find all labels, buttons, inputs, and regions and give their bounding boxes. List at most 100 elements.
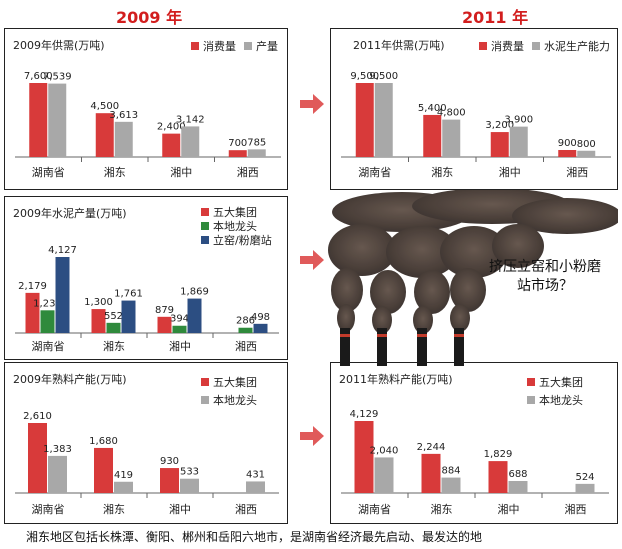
bar (121, 300, 136, 333)
x-tick-label: 湘东 (103, 502, 125, 516)
bar (247, 149, 266, 157)
legend-label: 五大集团 (539, 376, 583, 389)
bar (246, 481, 265, 493)
data-label: 900 (558, 138, 577, 149)
data-label: 1,232 (33, 298, 62, 309)
x-tick-label: 湘中 (498, 502, 520, 516)
chart-title: 2009年熟料产能(万吨) (13, 373, 127, 386)
bar (421, 453, 441, 493)
chart-2011-supply-demand: 2011年供需(万吨) 消费量 水泥生产能力 湖南省 9,500 9,500 湘东 5,… (330, 28, 618, 190)
chart-2009-clinker-capacity: 2009年熟料产能(万吨) 五大集团 本地龙头 湖南省 2,610 1,383 湘东 1… (4, 362, 288, 524)
data-label: 498 (251, 312, 270, 323)
data-label: 9,500 (369, 71, 398, 82)
data-label: 431 (246, 469, 265, 480)
bar (172, 325, 187, 333)
bar (181, 126, 200, 157)
legend-label: 产量 (256, 40, 278, 53)
chart-legend: 五大集团 本地龙头 (201, 373, 257, 409)
legend-label: 立窑/粉磨站 (213, 234, 272, 247)
legend-label: 消费量 (203, 40, 236, 53)
bar (29, 83, 48, 157)
chart-2011-clinker-capacity: 2011年熟料产能(万吨) 五大集团 本地龙头 湖南省 4,129 2,040 湘东 2… (330, 362, 618, 524)
data-label: 700 (228, 138, 247, 149)
data-label: 930 (160, 456, 179, 467)
chart-2009-supply-demand: 2009年供需(万吨) 消费量 产量 湖南省 7,600 7,539 湘东 4,500 3… (4, 28, 288, 190)
bar (55, 257, 70, 333)
data-label: 2,610 (23, 411, 52, 422)
legend-label: 本地龙头 (213, 394, 257, 407)
x-tick-label: 湘中 (499, 165, 521, 179)
legend-item: 消费量 (191, 39, 236, 53)
data-label: 4,127 (48, 245, 77, 256)
bar (374, 457, 394, 493)
data-label: 9,500 (350, 71, 379, 82)
bar (180, 478, 199, 493)
legend-item: 五大集团 (527, 373, 583, 391)
callout-line: 挤压立窑和小粉磨 (489, 259, 601, 275)
heading-2009: 2009 年 (116, 8, 183, 27)
data-label: 2,244 (417, 442, 446, 453)
x-tick-label: 湖南省 (358, 166, 391, 179)
x-tick-label: 湘中 (169, 339, 191, 353)
x-tick-label: 湖南省 (358, 503, 391, 516)
bar (441, 477, 461, 493)
x-tick-label: 湘西 (237, 165, 259, 179)
bar (94, 447, 113, 493)
bar (442, 119, 461, 157)
bar (48, 83, 67, 157)
bar (114, 121, 133, 157)
arrow-right-icon (300, 250, 324, 270)
data-label: 1,829 (484, 449, 513, 460)
chart-legend: 消费量 水泥生产能力 (479, 39, 610, 53)
legend-label: 五大集团 (213, 376, 257, 389)
x-tick-label: 湘东 (431, 502, 453, 516)
legend-swatch-gray (201, 396, 209, 404)
legend-label: 五大集团 (213, 206, 257, 219)
legend-item: 水泥生产能力 (532, 39, 610, 53)
x-tick-label: 湘中 (170, 165, 192, 179)
chart-legend: 五大集团 本地龙头 立窑/粉磨站 (201, 205, 272, 247)
bar (106, 322, 121, 333)
data-label: 1,869 (180, 287, 209, 298)
legend-swatch-green (201, 222, 209, 230)
legend-swatch-red (527, 378, 535, 386)
legend-item: 五大集团 (201, 373, 257, 391)
bar (423, 114, 442, 157)
data-label: 879 (155, 305, 174, 316)
legend-swatch-red (201, 208, 209, 216)
x-tick-label: 湘西 (566, 165, 588, 179)
chart-legend: 消费量 产量 (191, 39, 278, 53)
bar (157, 316, 172, 333)
bar (488, 461, 508, 493)
bar (25, 292, 40, 333)
bar (28, 423, 47, 493)
data-label: 394 (170, 314, 189, 325)
callout-line: 站市场？ (517, 278, 573, 294)
data-label: 3,142 (176, 114, 205, 125)
bar (95, 113, 114, 157)
x-tick-label: 湖南省 (32, 166, 65, 179)
legend-swatch-red (479, 42, 487, 50)
x-tick-label: 湘西 (565, 502, 587, 516)
legend-label: 本地龙头 (213, 220, 257, 233)
legend-item: 本地龙头 (527, 391, 583, 409)
legend-item: 产量 (244, 39, 278, 53)
chart-title: 2009年水泥产量(万吨) (13, 207, 127, 220)
legend-swatch-gray (244, 42, 252, 50)
bar (577, 150, 596, 157)
data-label: 7,539 (43, 72, 72, 83)
chart-title: 2009年供需(万吨) (13, 39, 105, 52)
data-label: 1,680 (89, 436, 118, 447)
bar (575, 483, 595, 493)
bar (40, 310, 55, 333)
legend-swatch-gray (532, 42, 540, 50)
footer-caption: 湘东地区包括长株潭、衡阳、郴州和岳阳六地市，是湖南省经济最先启动、最发达的地 (26, 530, 483, 544)
x-tick-label: 湘东 (431, 165, 453, 179)
legend-item: 本地龙头 (201, 219, 272, 233)
bar (162, 133, 181, 157)
legend-swatch-red (191, 42, 199, 50)
data-label: 4,800 (437, 108, 466, 119)
